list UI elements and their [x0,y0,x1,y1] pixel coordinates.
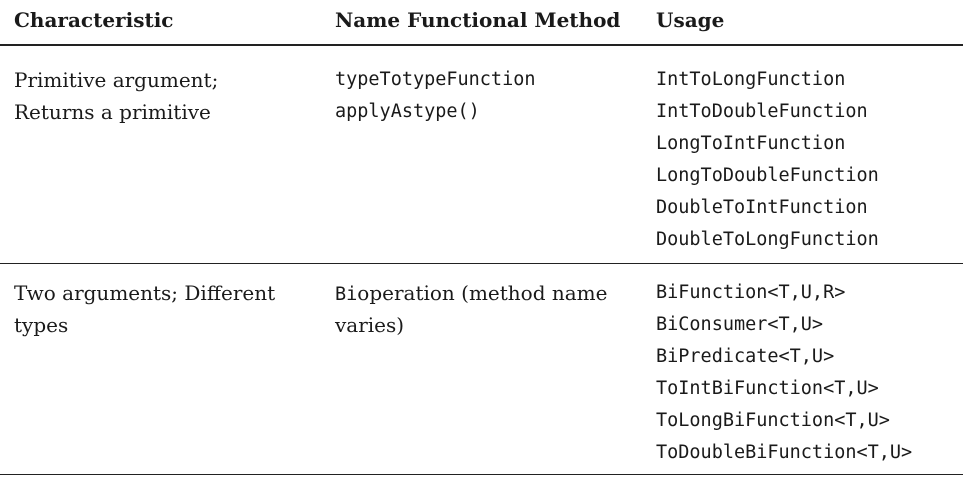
row-divider [0,263,963,264]
usage-item: DoubleToLongFunction [656,229,879,250]
header-name-functional-method: Name Functional Method [335,8,621,32]
row2-characteristic-line1: Two arguments; Different [14,281,276,305]
header-usage: Usage [656,8,725,32]
usage-item: DoubleToIntFunction [656,197,868,218]
header-characteristic: Characteristic [14,8,174,32]
row2-usage-list: BiFunction<T,U,R> BiConsumer<T,U> BiPred… [656,277,912,469]
usage-item: LongToDoubleFunction [656,165,879,186]
row2-name-line1: Bioperation (method name [335,277,608,311]
row1-characteristic-line1: Primitive argument; [14,68,219,92]
usage-item: BiFunction<T,U,R> [656,282,846,303]
bottom-rule [0,474,963,475]
usage-item: IntToLongFunction [656,69,846,90]
usage-item: BiConsumer<T,U> [656,314,824,335]
row2-name-rest: operation (method name [357,281,608,305]
row2-characteristic-line2: types [14,313,69,337]
usage-item: ToDoubleBiFunction<T,U> [656,442,913,463]
usage-item: IntToDoubleFunction [656,101,868,122]
row1-name-line2: applyAstype() [335,101,480,122]
row2-name-line2: varies) [335,313,405,337]
row1-usage-list: IntToLongFunction IntToDoubleFunction Lo… [656,64,879,256]
row1-name-line1: typeTotypeFunction [335,69,536,90]
header-rule [0,44,963,46]
row1-characteristic-line2: Returns a primitive [14,100,211,124]
usage-item: ToLongBiFunction<T,U> [656,410,890,431]
usage-item: BiPredicate<T,U> [656,346,835,367]
usage-item: LongToIntFunction [656,133,846,154]
usage-item: ToIntBiFunction<T,U> [656,378,879,399]
row2-name-mono-prefix: Bi [335,284,358,305]
